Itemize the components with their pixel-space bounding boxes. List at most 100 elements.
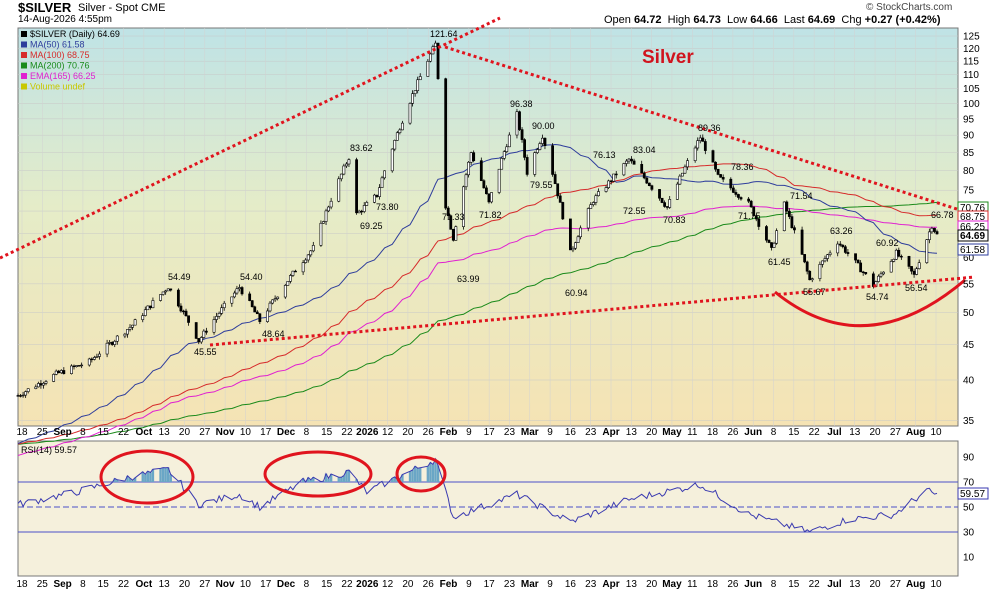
rsi-x-tick: 26 — [423, 579, 435, 590]
candle-body — [202, 330, 206, 338]
price-x-tick: Sep — [53, 427, 71, 438]
candle-body — [184, 310, 188, 317]
price-tag-label: 66.25 — [960, 222, 985, 233]
candle-body — [846, 252, 850, 254]
candle-body — [398, 129, 402, 134]
candle-body — [266, 310, 269, 322]
candle-body — [892, 258, 896, 262]
rounded-bottom-arc — [774, 278, 966, 328]
rsi-x-tick: Jul — [827, 579, 842, 590]
legend-swatch — [21, 31, 27, 37]
price-x-tick: 13 — [159, 427, 171, 438]
price-x-tick: Jul — [827, 427, 842, 438]
price-x-tick: 17 — [484, 427, 496, 438]
candle-body — [558, 195, 562, 203]
price-annotation: 60.94 — [565, 288, 588, 298]
price-x-tick: 10 — [240, 427, 252, 438]
candle-body — [187, 315, 190, 323]
candle-body — [383, 170, 386, 179]
price-x-tick: 27 — [199, 427, 211, 438]
candle-body — [729, 178, 733, 189]
high-label: High — [667, 14, 691, 26]
price-annotation: 71.33 — [442, 212, 465, 222]
price-annotation: 121.64 — [430, 29, 458, 39]
price-tag-label: 68.75 — [960, 212, 985, 223]
ma50-line — [17, 143, 938, 444]
candle-body — [98, 353, 101, 357]
candle-body — [16, 395, 20, 397]
price-annotation: 96.38 — [510, 99, 533, 109]
candle-body — [436, 42, 440, 80]
price-x-tick: 8 — [771, 427, 777, 438]
price-annotation: 71.82 — [479, 210, 502, 220]
rsi-y-tick: 10 — [963, 553, 975, 564]
rsi-x-tick: 18 — [16, 579, 28, 590]
candle-body — [821, 260, 824, 265]
candle-body — [752, 206, 756, 216]
candle-body — [678, 175, 682, 185]
candle-body — [586, 208, 590, 229]
candle-body — [859, 262, 863, 273]
price-y-tick: 55 — [963, 279, 975, 290]
candle-body — [42, 383, 45, 386]
candle-body — [823, 258, 827, 262]
candle-body — [930, 227, 934, 233]
candle-body — [479, 160, 483, 181]
candle-body — [630, 158, 633, 162]
candle-body — [110, 342, 114, 345]
candle-body — [449, 215, 453, 230]
price-y-tick: 125 — [963, 32, 980, 43]
price-annotation: 63.26 — [830, 226, 853, 236]
price-annotation: 71.75 — [738, 211, 761, 221]
candle-body — [793, 227, 796, 231]
candle-body — [612, 173, 616, 182]
candle-body — [925, 239, 929, 264]
candle-body — [770, 242, 773, 248]
rsi-x-tick: 13 — [159, 579, 171, 590]
candle-body — [462, 186, 465, 227]
candle-body — [273, 298, 277, 301]
price-x-tick: Aug — [906, 427, 925, 438]
candle-body — [21, 394, 25, 397]
candle-body — [108, 342, 112, 344]
candle-body — [115, 335, 119, 342]
candle-body — [146, 305, 150, 311]
rsi-x-tick: Jun — [744, 579, 762, 590]
price-tag-box — [957, 229, 989, 242]
price-y-tick: 45 — [963, 340, 975, 351]
price-annotation: 63.99 — [457, 274, 480, 284]
rsi-x-tick: 20 — [646, 579, 658, 590]
candle-body — [701, 137, 705, 142]
rsi-x-tick: Sep — [53, 579, 71, 590]
candle-body — [342, 165, 346, 175]
candle-body — [380, 177, 384, 188]
candle-body — [319, 222, 323, 246]
rsi-x-tick: 8 — [771, 579, 777, 590]
candle-body — [372, 194, 376, 203]
candle-body — [128, 326, 132, 330]
price-y-tick: 50 — [963, 308, 975, 319]
price-tag-label: 70.76 — [960, 203, 985, 214]
candle-body — [520, 129, 524, 140]
candle-body — [467, 161, 470, 176]
candle-body — [933, 227, 936, 232]
candle-body — [523, 139, 526, 158]
rsi-x-tick: Feb — [440, 579, 458, 590]
candle-body — [339, 173, 343, 180]
candle-body — [843, 246, 847, 253]
ma100-line — [17, 163, 937, 445]
price-x-tick: 8 — [80, 427, 86, 438]
candle-body — [607, 180, 611, 188]
candle-body — [569, 218, 572, 251]
price-annotation: 45.55 — [194, 347, 217, 357]
candle-body — [426, 60, 430, 77]
rsi-x-tick: 9 — [466, 579, 472, 590]
rising-support-line — [209, 275, 976, 347]
description-text: Silver - Spot — [78, 2, 138, 14]
price-x-tick: 8 — [304, 427, 310, 438]
high-value: 64.73 — [693, 14, 721, 26]
price-annotation: 54.49 — [168, 272, 191, 282]
candle-body — [681, 172, 684, 177]
low-label: Low — [726, 14, 748, 26]
